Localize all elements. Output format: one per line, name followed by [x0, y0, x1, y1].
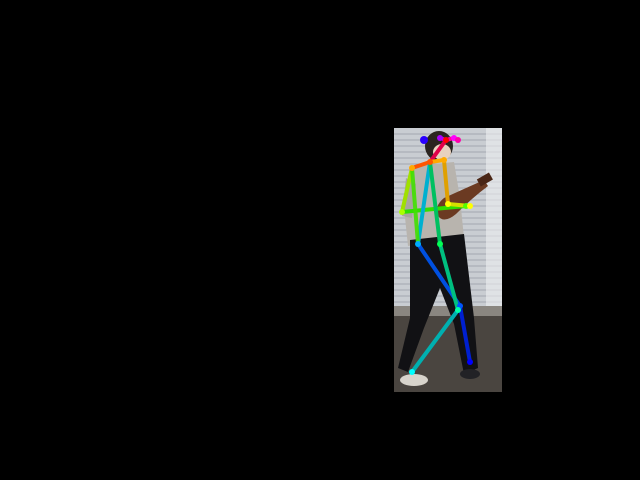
lhip-lknee-bone	[438, 242, 460, 312]
joint-neck	[427, 159, 433, 165]
rknee-rankle-bone	[458, 304, 472, 364]
left-shoe	[400, 374, 428, 386]
face	[433, 144, 451, 160]
lknee-lankle-bone	[410, 308, 460, 374]
right-shoe	[460, 369, 480, 379]
guitar-head	[476, 172, 493, 187]
joint-left-ankle	[409, 369, 415, 375]
joint-left-wrist	[467, 203, 473, 209]
joint-left-ear	[455, 137, 461, 143]
joint-nose	[443, 137, 449, 143]
neck-lhip-bone	[428, 160, 442, 246]
guitar	[436, 180, 488, 220]
joint-left-elbow	[445, 201, 451, 207]
joint-right-elbow	[399, 209, 405, 215]
joint-left-hip	[437, 241, 443, 247]
wall-baseboard	[394, 306, 502, 316]
rshoulder-hip-bone	[410, 166, 420, 246]
joint-right-eye	[437, 135, 443, 141]
joint-left-knee	[455, 307, 461, 313]
neck-nose-bone	[428, 138, 448, 164]
joint-right-shoulder	[409, 165, 415, 171]
joint-left-shoulder	[441, 157, 447, 163]
pose-joints	[399, 135, 473, 375]
lshoulder-lelbow-bone	[442, 158, 450, 206]
window-light	[486, 128, 502, 313]
pants	[398, 234, 478, 374]
joint-right-ankle	[467, 359, 473, 365]
joint-right-hip	[415, 241, 421, 247]
joint-right-ear	[420, 136, 428, 144]
rshoulder-relbow-bone	[400, 166, 414, 214]
neck-rshoulder-bone	[410, 160, 432, 170]
neck-rhip-bone	[416, 160, 432, 246]
